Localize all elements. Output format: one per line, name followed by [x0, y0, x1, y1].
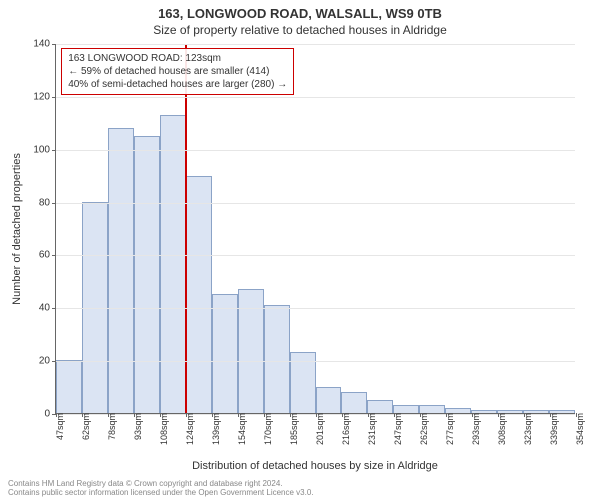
y-axis-label: Number of detached properties — [10, 44, 24, 414]
histogram-bar — [316, 387, 342, 413]
footer-attribution: Contains HM Land Registry data © Crown c… — [8, 480, 314, 498]
xtick-label: 216sqm — [339, 413, 351, 445]
gridline — [56, 44, 575, 45]
xtick-label: 124sqm — [183, 413, 195, 445]
ytick-label: 40 — [39, 303, 56, 314]
ytick-label: 80 — [39, 197, 56, 208]
xtick-label: 354sqm — [573, 413, 585, 445]
histogram-bar — [160, 115, 186, 413]
xtick-label: 308sqm — [495, 413, 507, 445]
ytick-label: 20 — [39, 356, 56, 367]
histogram-bar — [419, 405, 445, 413]
xtick-label: 339sqm — [547, 413, 559, 445]
ytick-label: 140 — [33, 39, 56, 50]
ytick-label: 100 — [33, 144, 56, 155]
xtick-label: 62sqm — [79, 413, 91, 440]
xtick-label: 201sqm — [313, 413, 325, 445]
histogram-bar — [134, 136, 160, 413]
histogram-bar — [186, 176, 212, 413]
annotation-line: 163 LONGWOOD ROAD: 123sqm — [68, 52, 287, 65]
xtick-label: 78sqm — [105, 413, 117, 440]
xtick-label: 277sqm — [443, 413, 455, 445]
histogram-bar — [264, 305, 290, 413]
gridline — [56, 203, 575, 204]
annotation-line: ← 59% of detached houses are smaller (41… — [68, 65, 287, 78]
histogram-bar — [108, 128, 134, 413]
property-marker-line — [185, 44, 187, 413]
xtick-label: 293sqm — [469, 413, 481, 445]
xtick-label: 154sqm — [235, 413, 247, 445]
gridline — [56, 361, 575, 362]
gridline — [56, 255, 575, 256]
gridline — [56, 150, 575, 151]
xtick-label: 185sqm — [287, 413, 299, 445]
xtick-label: 108sqm — [157, 413, 169, 445]
chart-subtitle: Size of property relative to detached ho… — [0, 21, 600, 37]
xtick-label: 247sqm — [391, 413, 403, 445]
gridline — [56, 308, 575, 309]
xtick-label: 323sqm — [521, 413, 533, 445]
histogram-chart: 163, LONGWOOD ROAD, WALSALL, WS9 0TB Siz… — [0, 0, 600, 500]
xtick-label: 262sqm — [417, 413, 429, 445]
histogram-bar — [212, 294, 238, 413]
plot-area: 163 LONGWOOD ROAD: 123sqm← 59% of detach… — [55, 44, 575, 414]
bars-container — [56, 44, 575, 413]
annotation-line: 40% of semi-detached houses are larger (… — [68, 78, 287, 91]
ytick-label: 60 — [39, 250, 56, 261]
xtick-label: 47sqm — [53, 413, 65, 440]
xtick-label: 139sqm — [209, 413, 221, 445]
x-axis-label: Distribution of detached houses by size … — [55, 460, 575, 472]
histogram-bar — [367, 400, 393, 413]
chart-title-address: 163, LONGWOOD ROAD, WALSALL, WS9 0TB — [0, 0, 600, 21]
annotation-box: 163 LONGWOOD ROAD: 123sqm← 59% of detach… — [61, 48, 294, 95]
xtick-label: 231sqm — [365, 413, 377, 445]
xtick-label: 93sqm — [131, 413, 143, 440]
ytick-label: 120 — [33, 91, 56, 102]
footer-line-2: Contains public sector information licen… — [8, 489, 314, 498]
histogram-bar — [393, 405, 419, 413]
histogram-bar — [341, 392, 367, 413]
xtick-label: 170sqm — [261, 413, 273, 445]
gridline — [56, 97, 575, 98]
histogram-bar — [56, 360, 82, 413]
